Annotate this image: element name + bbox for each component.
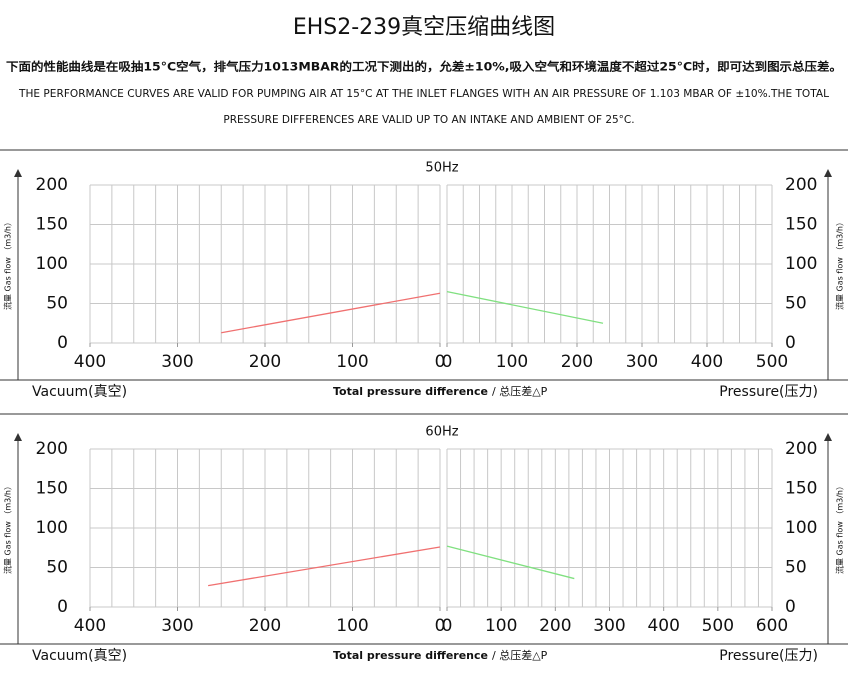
- x-axis-label: Vacuum(真空): [32, 384, 127, 400]
- y-tick-label: 0: [57, 333, 68, 353]
- y-tick-label: 50: [785, 558, 807, 578]
- y-axis-label: 流量 Gas flow （m3/h）: [3, 482, 13, 574]
- y-tick-label: 150: [36, 215, 68, 235]
- x-tick-label: 300: [161, 616, 193, 636]
- x-tick-label: 200: [249, 352, 281, 372]
- x-tick-label: 400: [74, 616, 106, 636]
- x-tick-label: 600: [756, 616, 788, 636]
- y-tick-label: 100: [36, 518, 68, 538]
- x-tick-label: 100: [485, 616, 517, 636]
- data-line: [446, 545, 575, 580]
- x-tick-label: 400: [74, 352, 106, 372]
- y-tick-label: 50: [46, 558, 68, 578]
- x-tick-label: 100: [336, 352, 368, 372]
- data-line: [221, 292, 441, 334]
- y-tick-label: 100: [785, 518, 817, 538]
- x-tick-label: 0: [442, 352, 453, 372]
- note-en: THE PERFORMANCE CURVES ARE VALID FOR PUM…: [18, 88, 829, 100]
- note-cn: 下面的性能曲线是在吸抽15°C空气，排气压力1013MBAR的工况下测出的，允差…: [6, 60, 842, 74]
- x-axis-label: Pressure(压力): [719, 648, 818, 664]
- y-tick-label: 200: [785, 175, 817, 195]
- page-title: EHS2-239真空压缩曲线图: [293, 15, 555, 40]
- x-axis-label: Vacuum(真空): [32, 648, 127, 664]
- y-tick-label: 150: [785, 479, 817, 499]
- x-tick-label: 300: [626, 352, 658, 372]
- axis-arrow: [14, 433, 22, 441]
- x-axis-label: Total pressure difference: [333, 385, 488, 398]
- x-tick-label: 300: [161, 352, 193, 372]
- x-tick-label: 400: [691, 352, 723, 372]
- y-tick-label: 100: [785, 254, 817, 274]
- y-tick-label: 0: [785, 597, 796, 617]
- y-tick-label: 50: [46, 294, 68, 314]
- y-tick-label: 150: [36, 479, 68, 499]
- y-axis-label: 流量 Gas flow （m3/h）: [835, 218, 845, 310]
- x-tick-label: 100: [336, 616, 368, 636]
- x-tick-label: 300: [593, 616, 625, 636]
- note-en: PRESSURE DIFFERENCES ARE VALID UP TO AN …: [223, 114, 634, 126]
- x-tick-label: 200: [249, 616, 281, 636]
- axis-arrow: [824, 169, 832, 177]
- chart-title: 60Hz: [425, 425, 458, 440]
- x-axis-label: / 总压差△P: [492, 648, 548, 662]
- x-tick-label: 500: [702, 616, 734, 636]
- x-tick-label: 200: [561, 352, 593, 372]
- x-axis-label: Pressure(压力): [719, 384, 818, 400]
- y-tick-label: 0: [57, 597, 68, 617]
- y-tick-label: 150: [785, 215, 817, 235]
- data-line: [208, 546, 441, 587]
- y-tick-label: 200: [36, 439, 68, 459]
- y-tick-label: 200: [36, 175, 68, 195]
- x-tick-label: 500: [756, 352, 788, 372]
- x-tick-label: 0: [442, 616, 453, 636]
- x-axis-label: Total pressure difference: [333, 649, 488, 662]
- axis-arrow: [14, 169, 22, 177]
- y-tick-label: 100: [36, 254, 68, 274]
- y-axis-label: 流量 Gas flow （m3/h）: [3, 218, 13, 310]
- x-tick-label: 0: [435, 352, 446, 372]
- x-axis-label: / 总压差△P: [492, 384, 548, 398]
- y-tick-label: 0: [785, 333, 796, 353]
- y-axis-label: 流量 Gas flow （m3/h）: [835, 482, 845, 574]
- x-tick-label: 200: [539, 616, 571, 636]
- y-tick-label: 200: [785, 439, 817, 459]
- axis-arrow: [824, 433, 832, 441]
- y-tick-label: 50: [785, 294, 807, 314]
- x-tick-label: 100: [496, 352, 528, 372]
- x-tick-label: 400: [647, 616, 679, 636]
- chart-title: 50Hz: [425, 161, 458, 176]
- x-tick-label: 0: [435, 616, 446, 636]
- data-line: [446, 291, 604, 324]
